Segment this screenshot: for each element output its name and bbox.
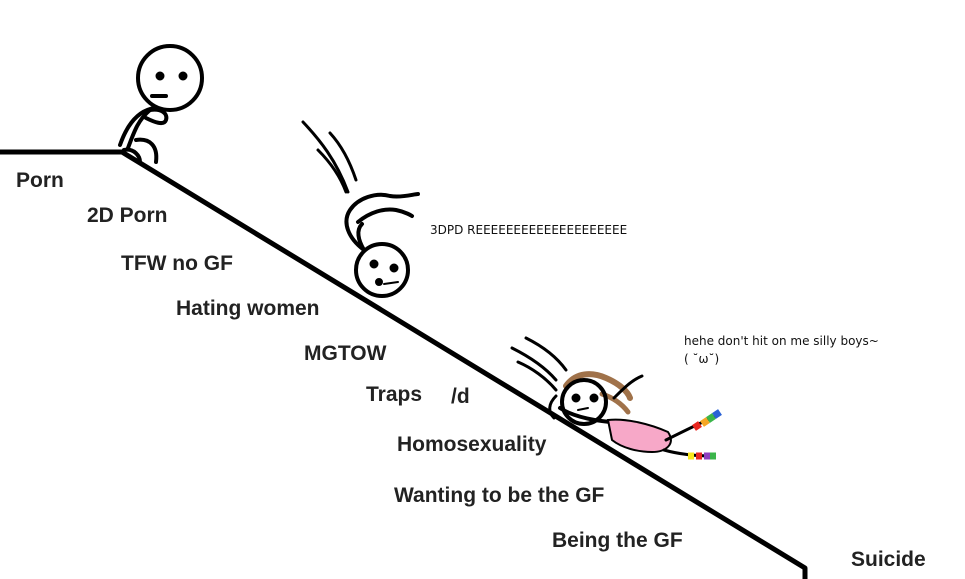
label-hating-women: Hating women (176, 297, 320, 320)
falling-guy-speech: 3DPD REEEEEEEEEEEEEEEEEEEE (430, 223, 628, 237)
sitting-stickman (118, 44, 204, 164)
label-2d-porn: 2D Porn (87, 204, 168, 227)
label-being-gf: Being the GF (552, 529, 683, 552)
label-traps-d: /d (451, 385, 470, 408)
girl-speech-line2: ( ˘ω˘) (684, 352, 720, 366)
label-suicide: Suicide (851, 548, 926, 571)
falling-girl (510, 336, 722, 460)
label-mgtow: MGTOW (304, 342, 387, 365)
label-porn: Porn (16, 169, 64, 192)
label-wanting-to-be-gf: Wanting to be the GF (394, 484, 605, 507)
label-tfw-no-gf: TFW no GF (121, 252, 233, 275)
label-homosexuality: Homosexuality (397, 433, 547, 456)
label-traps: Traps (366, 383, 423, 406)
slope-line (0, 149, 808, 579)
falling-stickman (301, 120, 420, 298)
girl-speech-line1: hehe don't hit on me silly boys~ (684, 334, 879, 348)
